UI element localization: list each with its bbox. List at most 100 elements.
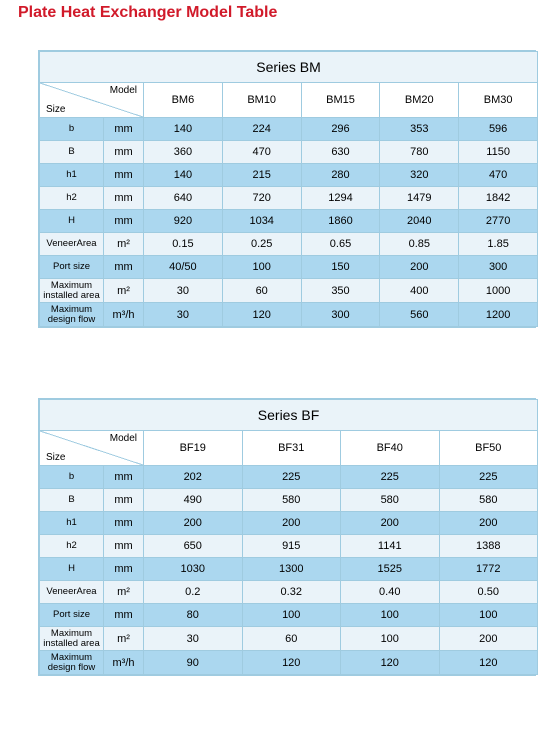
value-cell: 1.85 (459, 233, 538, 256)
param-name: Maximum installed area (40, 279, 104, 303)
param-name: B (40, 141, 104, 164)
model-column-header: BF50 (439, 431, 538, 466)
series-header: Series BF (40, 400, 538, 431)
table-row: Hmm9201034186020402770 (40, 210, 538, 233)
value-cell: 915 (242, 535, 341, 558)
value-cell: 1388 (439, 535, 538, 558)
param-name: VeneerArea (40, 581, 104, 604)
param-name: VeneerArea (40, 233, 104, 256)
value-cell: 100 (341, 627, 440, 651)
value-cell: 30 (144, 279, 223, 303)
value-cell: 100 (222, 256, 301, 279)
model-column-header: BM15 (301, 83, 380, 118)
value-cell: 1860 (301, 210, 380, 233)
value-cell: 350 (301, 279, 380, 303)
value-cell: 0.32 (242, 581, 341, 604)
value-cell: 120 (242, 651, 341, 675)
model-column-header: BM6 (144, 83, 223, 118)
table-row: Hmm1030130015251772 (40, 558, 538, 581)
value-cell: 100 (341, 604, 440, 627)
param-unit: mm (104, 164, 144, 187)
value-cell: 2040 (380, 210, 459, 233)
param-name: b (40, 466, 104, 489)
value-cell: 0.65 (301, 233, 380, 256)
size-label: Size (46, 452, 65, 463)
model-column-header: BF40 (341, 431, 440, 466)
param-unit: mm (104, 141, 144, 164)
table-row: Bmm3604706307801150 (40, 141, 538, 164)
model-label: Model (110, 85, 137, 96)
param-name: b (40, 118, 104, 141)
value-cell: 1000 (459, 279, 538, 303)
value-cell: 200 (380, 256, 459, 279)
value-cell: 0.85 (380, 233, 459, 256)
value-cell: 780 (380, 141, 459, 164)
table-row: h2mm65091511411388 (40, 535, 538, 558)
size-model-cell: Model Size (40, 431, 144, 466)
data-table: Series BMModelSizeBM6BM10BM15BM20BM30bmm… (39, 51, 538, 327)
param-unit: mm (104, 256, 144, 279)
param-unit: m² (104, 279, 144, 303)
param-unit: mm (104, 466, 144, 489)
value-cell: 150 (301, 256, 380, 279)
param-unit: m² (104, 581, 144, 604)
param-unit: m² (104, 627, 144, 651)
model-column-header: BF19 (144, 431, 243, 466)
value-cell: 100 (242, 604, 341, 627)
value-cell: 1141 (341, 535, 440, 558)
table-row: VeneerAream²0.150.250.650.851.85 (40, 233, 538, 256)
param-name: Maximum design flow (40, 303, 104, 327)
value-cell: 1150 (459, 141, 538, 164)
value-cell: 1300 (242, 558, 341, 581)
value-cell: 0.25 (222, 233, 301, 256)
value-cell: 90 (144, 651, 243, 675)
param-name: H (40, 210, 104, 233)
size-label: Size (46, 104, 65, 115)
table-row: bmm140224296353596 (40, 118, 538, 141)
value-cell: 140 (144, 164, 223, 187)
table-row: h1mm140215280320470 (40, 164, 538, 187)
value-cell: 0.50 (439, 581, 538, 604)
param-name: h2 (40, 187, 104, 210)
table-row: Bmm490580580580 (40, 489, 538, 512)
value-cell: 200 (144, 512, 243, 535)
value-cell: 300 (301, 303, 380, 327)
value-cell: 920 (144, 210, 223, 233)
param-unit: mm (104, 535, 144, 558)
value-cell: 1479 (380, 187, 459, 210)
value-cell: 225 (242, 466, 341, 489)
value-cell: 1525 (341, 558, 440, 581)
value-cell: 300 (459, 256, 538, 279)
value-cell: 40/50 (144, 256, 223, 279)
param-unit: m² (104, 233, 144, 256)
param-name: Port size (40, 604, 104, 627)
value-cell: 280 (301, 164, 380, 187)
value-cell: 120 (439, 651, 538, 675)
value-cell: 120 (222, 303, 301, 327)
value-cell: 0.40 (341, 581, 440, 604)
param-unit: mm (104, 489, 144, 512)
value-cell: 1772 (439, 558, 538, 581)
table-row: h2mm640720129414791842 (40, 187, 538, 210)
param-unit: mm (104, 604, 144, 627)
model-label: Model (110, 433, 137, 444)
page-title: Plate Heat Exchanger Model Table (18, 4, 559, 22)
table-row: Maximum design flowm³/h301203005601200 (40, 303, 538, 327)
param-name: h2 (40, 535, 104, 558)
value-cell: 320 (380, 164, 459, 187)
value-cell: 640 (144, 187, 223, 210)
value-cell: 560 (380, 303, 459, 327)
param-name: H (40, 558, 104, 581)
value-cell: 200 (439, 627, 538, 651)
value-cell: 225 (341, 466, 440, 489)
value-cell: 470 (459, 164, 538, 187)
value-cell: 30 (144, 303, 223, 327)
value-cell: 0.15 (144, 233, 223, 256)
table-row: Port sizemm40/50100150200300 (40, 256, 538, 279)
value-cell: 1294 (301, 187, 380, 210)
value-cell: 1034 (222, 210, 301, 233)
value-cell: 580 (341, 489, 440, 512)
model-column-header: BM20 (380, 83, 459, 118)
param-unit: mm (104, 512, 144, 535)
param-unit: mm (104, 558, 144, 581)
